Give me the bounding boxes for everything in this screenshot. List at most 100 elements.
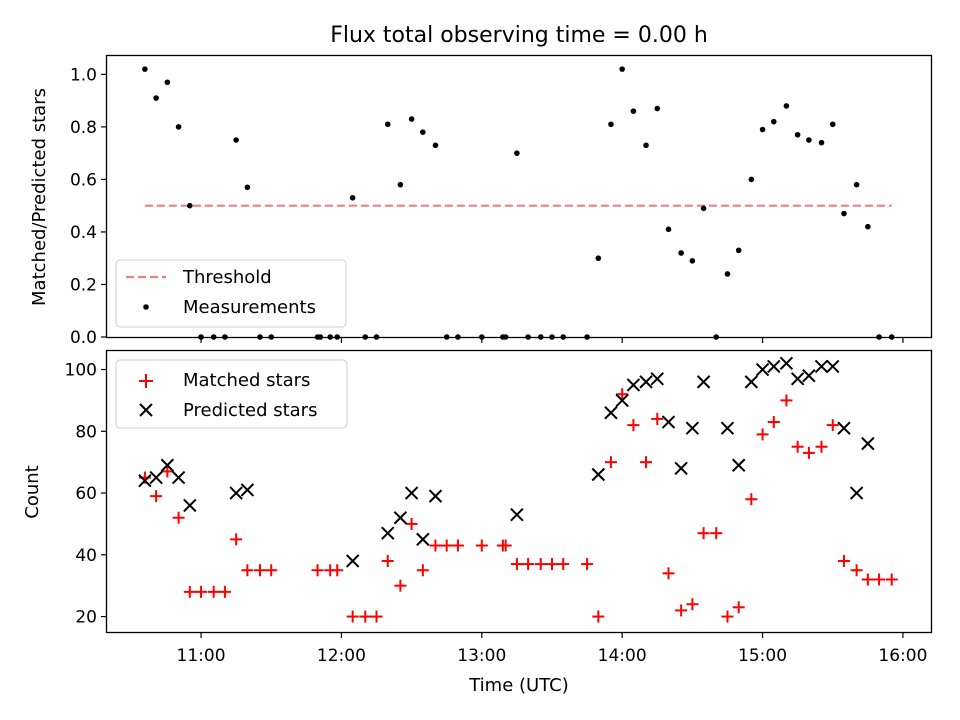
predicted-stars-point xyxy=(767,359,781,374)
predicted-stars-point xyxy=(696,375,711,389)
legend-measurements-swatch xyxy=(143,304,149,310)
legend-measurements-label: Measurements xyxy=(183,297,316,318)
measurements-point xyxy=(865,223,871,230)
measurements-point xyxy=(608,121,614,128)
matched-stars-point xyxy=(440,539,453,552)
matched-stars-point xyxy=(522,558,535,571)
matched-stars-point xyxy=(604,456,617,469)
matched-stars-point xyxy=(429,539,442,552)
top-y-tick-label: 0.2 xyxy=(70,275,97,295)
matched-stars-point xyxy=(756,428,769,441)
matched-stars-point xyxy=(207,585,220,598)
top-y-tick-label: 0.4 xyxy=(70,223,97,243)
measurements-point xyxy=(643,142,649,149)
matched-stars-point xyxy=(745,493,758,506)
predicted-stars-point xyxy=(626,378,641,392)
predicted-stars-point xyxy=(685,421,700,435)
measurements-point xyxy=(759,126,766,133)
matched-stars-point xyxy=(627,419,640,432)
predicted-stars-point xyxy=(837,421,851,435)
measurements-point xyxy=(853,181,860,188)
measurements-point xyxy=(420,129,426,135)
bottom-y-tick-label: 60 xyxy=(75,484,97,504)
matched-stars-point xyxy=(218,585,231,598)
matched-stars-point xyxy=(826,419,839,432)
measurements-point xyxy=(794,131,801,138)
predicted-stars-point xyxy=(591,467,606,482)
measurements-point xyxy=(665,226,672,233)
legend-predicted-label: Predicted stars xyxy=(183,400,317,421)
legend-matched-swatch xyxy=(139,374,153,388)
predicted-stars-point xyxy=(138,473,152,488)
predicted-stars-point xyxy=(674,461,688,476)
matched-stars-point xyxy=(265,564,278,577)
top-legend: Threshold Measurements xyxy=(115,259,347,328)
measurements-point xyxy=(700,205,707,212)
predicted-stars-point xyxy=(604,406,618,420)
predicted-stars-point xyxy=(345,554,360,568)
matched-stars-point xyxy=(592,610,605,623)
predicted-stars-point xyxy=(393,511,408,525)
matched-stars-point xyxy=(780,394,793,407)
matched-stars-point xyxy=(850,564,863,577)
x-tick-label: 11:00 xyxy=(177,646,226,666)
x-tick-label: 16:00 xyxy=(878,646,927,666)
measurements-point xyxy=(514,150,520,156)
matched-stars-point xyxy=(510,558,523,571)
predicted-stars-point xyxy=(639,375,653,389)
measurements-point xyxy=(244,184,251,191)
predicted-stars-point xyxy=(183,498,197,513)
measurements-point xyxy=(829,121,836,128)
matched-stars-point xyxy=(534,558,547,571)
matched-stars-point xyxy=(545,558,558,571)
matched-stars-point xyxy=(405,517,418,530)
matched-stars-point xyxy=(499,539,512,552)
x-tick-label: 13:00 xyxy=(457,646,506,666)
top-legend-box xyxy=(115,259,347,328)
bottom-legend-box xyxy=(115,359,348,429)
predicted-stars-point xyxy=(826,359,840,374)
matched-stars-point xyxy=(241,564,254,577)
measurements-point xyxy=(397,181,404,188)
measurements-point xyxy=(164,79,171,86)
predicted-stars-point xyxy=(814,359,829,374)
x-tick-label: 12:00 xyxy=(317,646,366,666)
matched-stars-point xyxy=(230,533,243,546)
matched-stars-point xyxy=(861,573,874,586)
matched-stars-point xyxy=(475,539,488,552)
x-tick-label: 14:00 xyxy=(598,646,647,666)
predicted-stars-point xyxy=(731,458,746,472)
predicted-stars-point xyxy=(661,415,676,429)
matched-stars-point xyxy=(183,585,196,598)
predicted-stars-point xyxy=(416,532,430,547)
measurements-point xyxy=(187,202,193,209)
predicted-stars-point xyxy=(744,375,759,389)
top-y-tick-label: 1.0 xyxy=(70,65,97,85)
measurements-point xyxy=(818,139,825,146)
matched-stars-point xyxy=(791,440,804,453)
measurements-point xyxy=(153,95,159,101)
measurements-point xyxy=(841,210,847,217)
matched-stars-point xyxy=(686,598,699,611)
matched-stars-point xyxy=(651,412,664,425)
top-y-axis-label: Matched/Predicted stars xyxy=(29,88,50,306)
measurements-point xyxy=(770,118,777,125)
measurements-point xyxy=(142,66,148,72)
matched-stars-point xyxy=(331,564,344,577)
matched-stars-point xyxy=(254,564,267,577)
matched-stars-point xyxy=(557,558,570,571)
top-y-tick-label: 0.8 xyxy=(70,118,97,138)
matched-stars-point xyxy=(161,465,174,478)
predicted-stars-point xyxy=(428,489,443,503)
predicted-stars-point xyxy=(381,526,395,540)
predicted-stars-point xyxy=(849,486,864,500)
matched-stars-point xyxy=(640,456,653,469)
predicted-stars-point xyxy=(160,458,175,472)
predicted-stars-point xyxy=(790,372,805,386)
matched-stars-point xyxy=(150,490,163,503)
matched-stars-point xyxy=(346,610,359,623)
matched-stars-point xyxy=(381,554,394,567)
legend-predicted-swatch xyxy=(139,403,153,417)
matched-stars-point xyxy=(710,527,723,540)
